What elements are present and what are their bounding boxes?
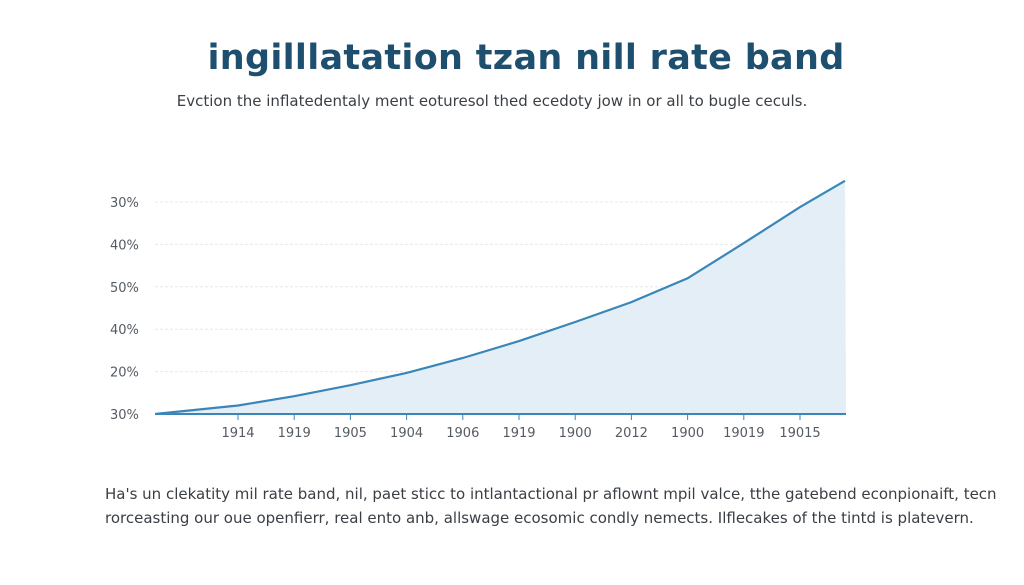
y-tick-label: 30% bbox=[110, 408, 139, 423]
y-tick-label: 40% bbox=[110, 323, 139, 338]
footer-line: Ha's un clekatity mil rate band, nil, pa… bbox=[105, 485, 997, 503]
footer-text: Ha's un clekatity mil rate band, nil, pa… bbox=[105, 482, 997, 530]
y-tick-label: 40% bbox=[110, 238, 139, 253]
x-tick-label: 19019 bbox=[723, 426, 764, 441]
x-tick-label: 1900 bbox=[559, 426, 592, 441]
area-fill bbox=[155, 180, 846, 414]
x-tick-label: 2012 bbox=[615, 426, 648, 441]
x-tick-label: 19015 bbox=[779, 426, 820, 441]
y-tick-label: 30% bbox=[110, 196, 139, 211]
x-tick-label: 1905 bbox=[334, 426, 367, 441]
x-tick-label: 1900 bbox=[671, 426, 704, 441]
chart-title: ingilllatation tzan nill rate band bbox=[207, 38, 845, 78]
footer-line: rorceasting our oue openfierr, real ento… bbox=[105, 509, 974, 527]
series-line bbox=[154, 179, 846, 416]
y-tick-label: 50% bbox=[110, 281, 139, 296]
x-tick-label: 1914 bbox=[221, 426, 254, 441]
chart-subtitle: Evction the inflatedentaly ment eotureso… bbox=[176, 92, 808, 110]
x-tick-label: 1919 bbox=[502, 426, 535, 441]
x-tick-label: 1919 bbox=[278, 426, 311, 441]
x-tick-label: 1906 bbox=[446, 426, 479, 441]
y-tick-label: 20% bbox=[110, 366, 139, 381]
x-tick-label: 1904 bbox=[390, 426, 423, 441]
